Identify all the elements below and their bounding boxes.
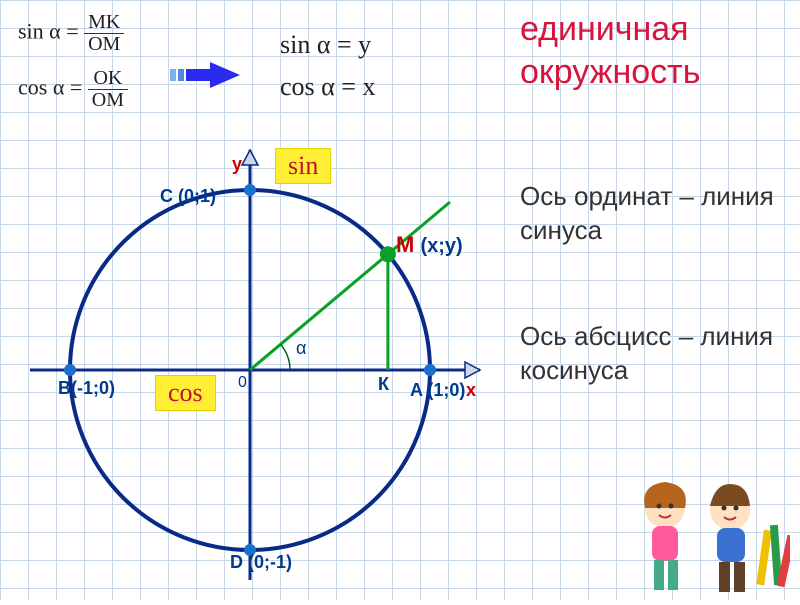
point-B <box>64 364 76 376</box>
radius-line <box>250 202 450 370</box>
label-D: D (0;-1) <box>230 552 292 573</box>
cos-frac-lhs: cos α = <box>18 75 82 100</box>
point-A <box>424 364 436 376</box>
cos-frac-bot: OM <box>88 90 128 111</box>
cos-frac-top: OK <box>88 68 128 90</box>
formula-sin-fraction: sin α = MK OM <box>18 12 124 55</box>
page-title: единичная окружность <box>520 8 780 93</box>
label-K: К <box>378 374 389 395</box>
sin-box: sin <box>275 148 331 184</box>
circle-svg <box>0 140 520 600</box>
x-axis-label: x <box>466 380 476 401</box>
title-line1: единичная <box>520 10 689 48</box>
point-C <box>244 184 256 196</box>
label-origin: 0 <box>238 374 247 392</box>
label-C: C (0;1) <box>160 186 216 207</box>
cos-box: cos <box>155 375 216 411</box>
formula-sin-eq: sin α = y <box>280 30 371 60</box>
title-line2: окружность <box>520 53 700 91</box>
arrow-big-icon <box>170 62 240 88</box>
sin-frac-top: MK <box>84 12 124 34</box>
formula-cos-eq: cos α = x <box>280 72 375 102</box>
kids-illustration-icon <box>620 470 790 600</box>
label-alpha: α <box>296 338 306 359</box>
x-axis-arrowhead-icon <box>465 362 480 378</box>
sin-frac-bot: OM <box>84 34 124 55</box>
text-abscissa: Ось абсцисс – линия косинуса <box>520 320 780 388</box>
y-axis-label: y <box>232 154 242 175</box>
formula-cos-fraction: cos α = OK OM <box>18 68 128 111</box>
angle-arc <box>281 344 290 370</box>
sin-frac-lhs: sin α = <box>18 19 79 44</box>
y-axis-arrowhead-icon <box>242 150 258 165</box>
label-A: A (1;0) <box>410 380 465 401</box>
text-ordinate: Ось ординат – линия синуса <box>520 180 780 248</box>
label-M-coords: (x;y) <box>420 235 462 257</box>
label-B: B(-1;0) <box>58 378 115 399</box>
label-M: M <box>396 232 414 257</box>
unit-circle-diagram: sin cos y x C (0;1) B(-1;0) A (1;0) D (0… <box>0 140 520 600</box>
